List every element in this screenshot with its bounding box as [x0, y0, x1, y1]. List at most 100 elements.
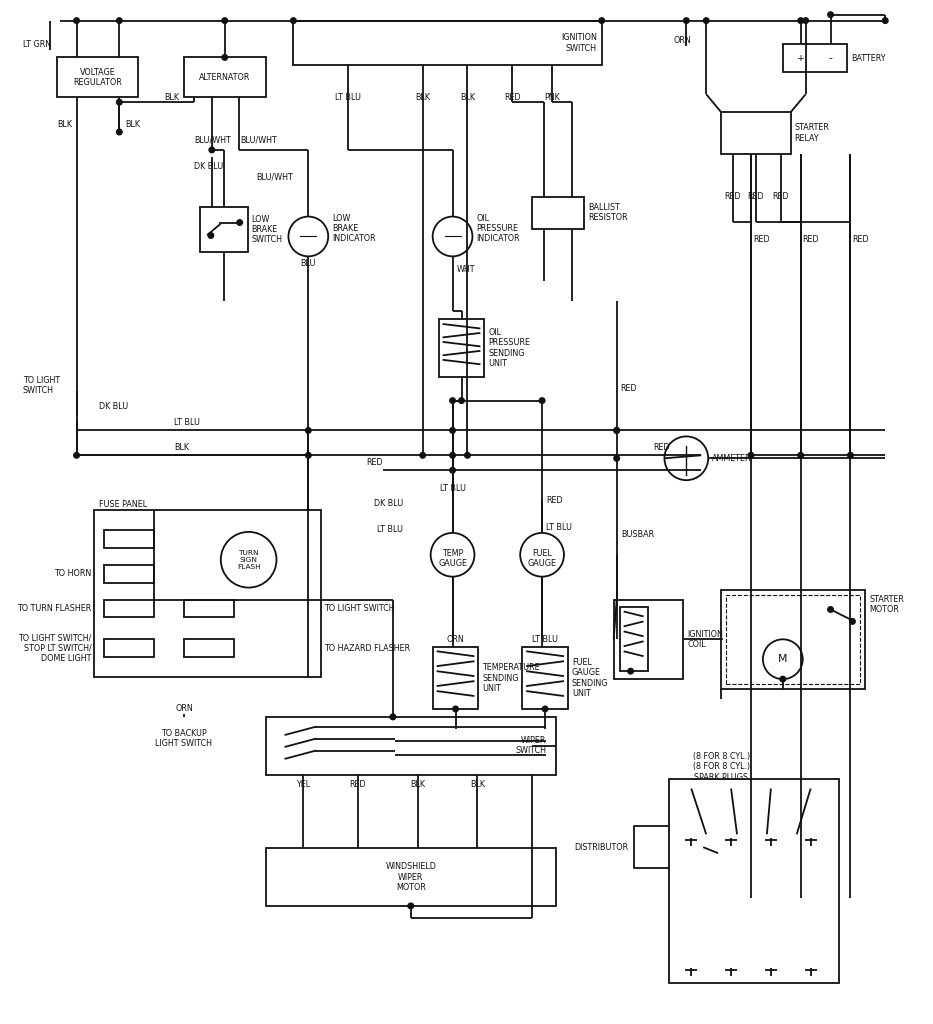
Circle shape	[420, 453, 425, 458]
Bar	[721, 590, 866, 689]
Circle shape	[431, 532, 475, 577]
Circle shape	[450, 467, 455, 473]
Bar	[768, 820, 773, 839]
Circle shape	[798, 453, 803, 458]
Circle shape	[305, 453, 311, 458]
Text: BLK: BLK	[174, 442, 189, 452]
Text: TEMP
GAUGE: TEMP GAUGE	[439, 549, 467, 568]
Text: TO TURN FLASHER: TO TURN FLASHER	[17, 604, 91, 613]
Text: PNK: PNK	[544, 93, 560, 101]
Circle shape	[614, 428, 620, 433]
Bar	[439, 319, 484, 377]
Text: AMMETER: AMMETER	[712, 454, 752, 463]
Circle shape	[798, 17, 803, 24]
Bar	[200, 207, 247, 252]
Bar	[803, 930, 817, 949]
Text: ORN: ORN	[674, 36, 691, 45]
Text: RED: RED	[725, 193, 742, 201]
Bar	[433, 647, 479, 709]
Text: RED: RED	[504, 93, 521, 101]
Circle shape	[453, 707, 458, 712]
Text: BLK: BLK	[57, 120, 72, 129]
Bar	[532, 197, 584, 228]
Bar	[522, 647, 568, 709]
Bar	[104, 564, 154, 583]
Text: BLK: BLK	[411, 780, 425, 790]
Bar	[726, 788, 736, 801]
Bar	[687, 788, 696, 801]
Circle shape	[237, 220, 243, 225]
Bar	[104, 639, 154, 657]
Circle shape	[684, 17, 689, 24]
Bar	[728, 820, 734, 839]
Bar	[689, 820, 694, 839]
Bar	[724, 801, 738, 820]
Circle shape	[761, 830, 768, 836]
Circle shape	[664, 436, 708, 480]
Circle shape	[761, 870, 767, 877]
Bar	[687, 918, 696, 930]
Circle shape	[773, 859, 779, 864]
Text: VOLTAGE
REGULATOR: VOLTAGE REGULATOR	[73, 68, 122, 87]
Text: (8 FOR 8 CYL.)
(8 FOR 8 CYL.)
SPARK PLUGS: (8 FOR 8 CYL.) (8 FOR 8 CYL.) SPARK PLUG…	[692, 752, 750, 781]
Text: BLU/WHT: BLU/WHT	[241, 135, 277, 144]
Bar	[768, 949, 773, 968]
Text: BALLIST
RESISTOR: BALLIST RESISTOR	[588, 203, 628, 222]
Circle shape	[542, 707, 548, 712]
Bar	[803, 801, 817, 820]
Circle shape	[208, 232, 214, 239]
Bar	[669, 778, 839, 982]
Text: TO LIGHT SWITCH: TO LIGHT SWITCH	[325, 604, 395, 613]
Bar	[104, 599, 154, 617]
Text: DK BLU: DK BLU	[194, 163, 223, 171]
Circle shape	[745, 829, 751, 836]
Circle shape	[290, 17, 296, 24]
Bar	[766, 788, 776, 801]
Bar	[806, 788, 815, 801]
Text: LT BLU: LT BLU	[377, 525, 403, 535]
Text: YEL: YEL	[297, 780, 311, 790]
Bar	[806, 918, 815, 930]
Circle shape	[732, 842, 739, 848]
Circle shape	[628, 669, 634, 674]
Bar	[766, 918, 776, 930]
Text: ORN: ORN	[175, 705, 193, 714]
Bar	[783, 44, 847, 73]
Text: LT BLU: LT BLU	[174, 418, 200, 427]
Text: TEMPERATURE
SENDING
UNIT: TEMPERATURE SENDING UNIT	[482, 664, 540, 693]
Text: LT BLU: LT BLU	[439, 483, 466, 493]
Circle shape	[703, 17, 709, 24]
Text: ALTERNATOR: ALTERNATOR	[199, 73, 250, 82]
Bar	[689, 949, 694, 968]
Bar	[764, 801, 778, 820]
Text: BLK: BLK	[470, 780, 485, 790]
Bar	[57, 57, 138, 97]
Circle shape	[539, 397, 545, 403]
Circle shape	[614, 428, 620, 433]
Text: BLK: BLK	[460, 93, 475, 101]
Circle shape	[828, 12, 833, 17]
Circle shape	[209, 147, 215, 153]
Text: TO HAZARD FLASHER: TO HAZARD FLASHER	[325, 644, 411, 652]
Text: STARTER
MOTOR: STARTER MOTOR	[870, 595, 904, 614]
Text: RED: RED	[653, 442, 670, 452]
Text: LT BLU: LT BLU	[546, 523, 572, 532]
Circle shape	[732, 858, 739, 864]
Text: BLU: BLU	[300, 259, 316, 268]
Circle shape	[850, 618, 856, 625]
Text: OIL
PRESSURE
INDICATOR: OIL PRESSURE INDICATOR	[477, 214, 520, 244]
Circle shape	[763, 639, 802, 679]
Bar	[808, 820, 814, 839]
Text: LOW
BRAKE
INDICATOR: LOW BRAKE INDICATOR	[332, 214, 376, 244]
Circle shape	[450, 428, 455, 433]
Circle shape	[222, 54, 228, 60]
Text: WHT: WHT	[456, 265, 475, 273]
Bar	[684, 930, 698, 949]
Bar	[721, 112, 791, 154]
Circle shape	[883, 17, 888, 24]
Circle shape	[599, 17, 605, 24]
Text: RED: RED	[620, 384, 637, 393]
Text: IGNITION
SWITCH: IGNITION SWITCH	[561, 34, 597, 52]
Text: +: +	[797, 54, 804, 62]
Text: RED: RED	[747, 193, 764, 201]
